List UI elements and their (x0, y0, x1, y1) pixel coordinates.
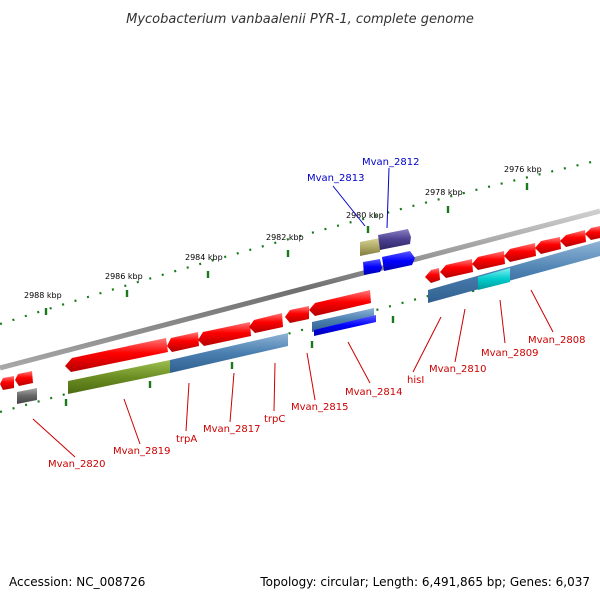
scale-tick-labels: 2976 kbp 2978 kbp 2980 kbp 2982 kbp 2984… (24, 165, 542, 300)
leader-lines (32, 167, 554, 458)
leader-trpa (185, 382, 190, 432)
gene-red-arrow[interactable] (425, 268, 440, 283)
leader-mvan-2815 (306, 352, 316, 401)
gene-red-arrow[interactable] (249, 313, 283, 333)
gene-red-arrow[interactable] (285, 306, 309, 323)
gene-red-arrow[interactable] (504, 243, 536, 262)
gene-blue-small-2[interactable] (382, 251, 415, 271)
leader-mvan-2820 (32, 418, 76, 458)
annotation-olive[interactable] (68, 360, 170, 394)
leader-mvan-2813 (332, 185, 366, 227)
label-mvan-2814[interactable]: Mvan_2814 (345, 387, 402, 398)
annotation-steel[interactable] (170, 333, 288, 373)
gene-red-arrow[interactable] (585, 226, 600, 240)
annotation-steel[interactable] (428, 241, 600, 303)
label-mvan-2817[interactable]: Mvan_2817 (203, 424, 260, 435)
upper-scale-ticks (44, 183, 529, 315)
footer-accession: Accession: NC_008726 (9, 575, 145, 589)
tick-label-2978: 2978 kbp (425, 188, 463, 197)
upper-scale-dots (0, 158, 600, 326)
label-hisi[interactable]: hisI (407, 375, 424, 386)
genome-backbone (0, 208, 600, 371)
annotation-grey[interactable] (17, 388, 37, 404)
gene-mvan-2813-box[interactable] (360, 238, 380, 256)
tick-label-2984: 2984 kbp (185, 253, 223, 262)
gene-red-arrow[interactable] (440, 259, 473, 278)
label-trpc[interactable]: trpC (264, 414, 285, 425)
tick-label-2976: 2976 kbp (504, 165, 542, 174)
label-mvan-2813[interactable]: Mvan_2813 (307, 173, 364, 184)
leader-mvan-2809 (499, 299, 506, 344)
leader-hisi (412, 316, 442, 373)
gene-red-arrow[interactable] (0, 376, 14, 390)
gene-mvan-2812-box[interactable] (378, 229, 411, 250)
label-mvan-2809[interactable]: Mvan_2809 (481, 348, 538, 359)
annotation-track (17, 241, 600, 404)
tick-label-2988: 2988 kbp (24, 291, 62, 300)
gene-red-arrow[interactable] (65, 338, 168, 372)
label-mvan-2815[interactable]: Mvan_2815 (291, 402, 348, 413)
leader-mvan-2819 (123, 398, 141, 445)
map-title: Mycobacterium vanbaalenii PYR-1, complet… (126, 12, 474, 27)
leader-trpc (273, 362, 276, 412)
leader-mvan-2814 (347, 341, 371, 384)
gene-red-arrow[interactable] (198, 322, 251, 346)
gene-red-arrow[interactable] (167, 332, 199, 352)
gene-red-arrow[interactable] (472, 251, 505, 270)
red-gene-track (0, 226, 600, 390)
label-mvan-2810[interactable]: Mvan_2810 (429, 364, 486, 375)
annotation-steel[interactable] (312, 308, 374, 332)
tick-label-2986: 2986 kbp (105, 272, 143, 281)
gene-labels: Mvan_2812 Mvan_2813 Mvan_2808 Mvan_2809 … (48, 157, 585, 470)
gene-red-arrow[interactable] (560, 230, 586, 247)
annotation-cyan[interactable] (478, 268, 510, 290)
gene-red-arrow[interactable] (535, 237, 561, 254)
gene-red-arrow[interactable] (309, 290, 371, 316)
label-mvan-2808[interactable]: Mvan_2808 (528, 335, 585, 346)
label-trpa[interactable]: trpA (176, 434, 197, 445)
footer-summary: Topology: circular; Length: 6,491,865 bp… (259, 575, 590, 589)
label-mvan-2819[interactable]: Mvan_2819 (113, 446, 170, 457)
leader-mvan-2810 (454, 308, 466, 363)
leader-mvan-2808 (530, 289, 554, 333)
label-mvan-2820[interactable]: Mvan_2820 (48, 459, 105, 470)
tick-label-2982: 2982 kbp (266, 233, 304, 242)
label-mvan-2812[interactable]: Mvan_2812 (362, 157, 419, 168)
tick-label-2980: 2980 kbp (346, 211, 384, 220)
leader-mvan-2817 (229, 372, 235, 423)
leader-mvan-2812 (386, 167, 390, 229)
gene-blue-small-1[interactable] (363, 259, 382, 275)
gene-red-arrow[interactable] (15, 371, 33, 386)
annotation-blue[interactable] (314, 315, 376, 336)
